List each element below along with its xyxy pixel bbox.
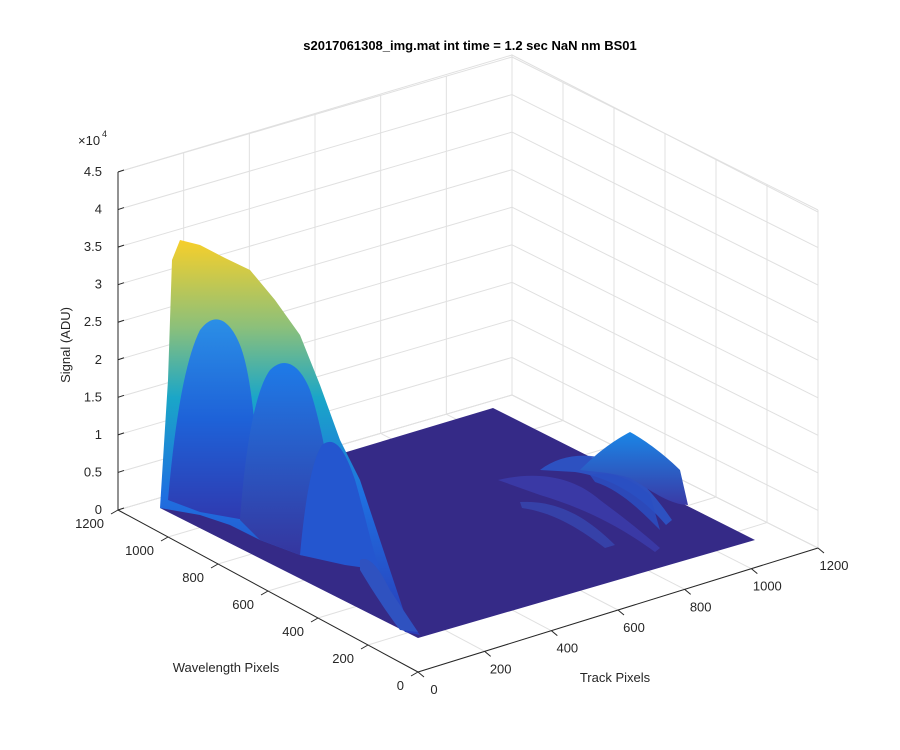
axis-ticks: 0 0.5 1 1.5 2 2.5 3 3.5 4 4.5 0 200 400 600 800 1000 120… xyxy=(75,164,848,697)
z-tick-label: 1 xyxy=(95,427,102,442)
x-tick-mark xyxy=(751,568,758,575)
z-tick-mark xyxy=(117,169,125,173)
z-tick-label: 3 xyxy=(95,277,102,292)
x-tick-mark xyxy=(551,630,558,637)
x-tick-label: 200 xyxy=(490,661,512,676)
y-tick-label: 0 xyxy=(397,678,404,693)
z-tick-label: 0 xyxy=(95,502,102,517)
secondary-bump-1 xyxy=(498,475,660,552)
x-tick-label: 400 xyxy=(556,641,578,656)
y-tick-mark xyxy=(160,536,169,542)
x-tick-label: 1200 xyxy=(820,558,849,573)
z-tick-label: 4 xyxy=(95,202,102,217)
y-axis-label: Wavelength Pixels xyxy=(173,660,280,675)
y-tick-label: 1200 xyxy=(75,516,104,531)
z-tick-label: 0.5 xyxy=(84,464,102,479)
x-tick-mark xyxy=(484,650,491,657)
z-tick-label: 1.5 xyxy=(84,389,102,404)
z-tick-mark xyxy=(117,507,125,511)
z-tick-label: 2.5 xyxy=(84,314,102,329)
y-tick-label: 400 xyxy=(282,624,304,639)
y-tick-mark xyxy=(110,509,119,515)
x-tick-label: 1000 xyxy=(753,579,782,594)
z-tick-mark xyxy=(117,469,125,473)
x-tick-label: 0 xyxy=(430,682,437,697)
z-tick-label: 4.5 xyxy=(84,164,102,179)
x-tick-label: 800 xyxy=(690,599,712,614)
y-tick-mark xyxy=(360,644,369,650)
y-tick-label: 800 xyxy=(182,570,204,585)
z-scale-multiplier: ×10 xyxy=(78,133,100,148)
z-axis-label: Signal (ADU) xyxy=(58,307,73,383)
y-tick-mark xyxy=(260,590,269,596)
chart-title: s2017061308_img.mat int time = 1.2 sec N… xyxy=(303,38,637,53)
z-tick-mark xyxy=(117,207,125,211)
z-tick-mark xyxy=(117,282,125,286)
ridge-tail xyxy=(360,559,418,632)
ridge-hump-3 xyxy=(300,441,380,570)
secondary-bump-4 xyxy=(590,473,660,530)
y-tick-label: 200 xyxy=(332,651,354,666)
z-tick-label: 2 xyxy=(95,352,102,367)
z-tick-mark xyxy=(117,357,125,361)
secondary-bump-3 xyxy=(580,432,688,505)
y-tick-mark xyxy=(210,563,219,569)
y-tick-mark xyxy=(310,617,319,623)
x-tick-label: 600 xyxy=(623,620,645,635)
y-tick-label: 600 xyxy=(232,597,254,612)
z-tick-mark xyxy=(117,319,125,323)
secondary-bump-5 xyxy=(520,501,615,548)
x-tick-mark xyxy=(417,671,425,678)
x-tick-mark xyxy=(817,547,825,554)
z-tick-label: 3.5 xyxy=(84,239,102,254)
z-scale-exponent: 4 xyxy=(102,129,107,139)
y-tick-label: 1000 xyxy=(125,543,154,558)
z-tick-mark xyxy=(117,244,125,248)
x-axis-label: Track Pixels xyxy=(580,670,651,685)
z-tick-mark xyxy=(117,394,125,398)
x-tick-mark xyxy=(684,588,691,595)
z-tick-mark xyxy=(117,432,125,436)
surface-plot xyxy=(160,240,755,638)
y-tick-mark xyxy=(410,671,419,677)
ridge-hump-1 xyxy=(168,319,258,520)
x-tick-mark xyxy=(617,609,625,616)
